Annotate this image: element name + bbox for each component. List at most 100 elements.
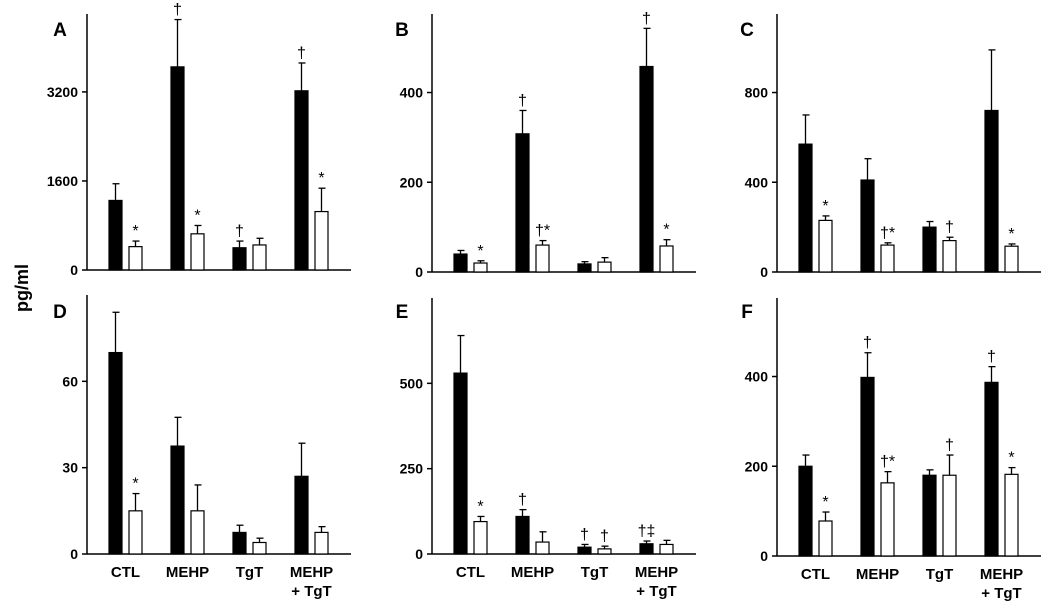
bar-filled-tgt	[922, 474, 937, 557]
bar-filled-tgt	[577, 546, 592, 555]
bar-filled-mehp	[515, 133, 530, 273]
bar-filled-mehp-tgt	[984, 381, 999, 557]
y-tick-label: 0	[415, 264, 423, 280]
x-category-label: + TgT	[981, 585, 1021, 602]
significance-marker: *	[1008, 226, 1014, 243]
x-category-label: TgT	[236, 564, 264, 581]
y-tick-label: 500	[400, 375, 424, 391]
significance-marker: †*	[535, 223, 550, 240]
bar-open-mehp	[190, 233, 205, 271]
significance-marker: *	[822, 494, 828, 511]
x-category-label: TgT	[581, 564, 609, 581]
y-tick-label: 0	[70, 262, 78, 278]
y-tick-label: 250	[400, 461, 424, 477]
bar-filled-mehp-tgt	[294, 90, 309, 271]
x-category-label: MEHP	[980, 566, 1023, 583]
x-category-label: + TgT	[291, 583, 331, 600]
significance-marker: †	[987, 349, 996, 366]
significance-marker: †*	[880, 454, 895, 471]
significance-marker: †	[173, 2, 182, 19]
bar-filled-tgt	[922, 226, 937, 273]
significance-marker: *	[663, 222, 669, 239]
panel-label-F: F	[741, 302, 753, 323]
significance-marker: *	[822, 198, 828, 215]
bar-filled-ctl	[108, 351, 123, 555]
significance-marker: †	[235, 223, 244, 240]
bar-filled-mehp	[860, 376, 875, 557]
significance-marker: *	[1008, 450, 1014, 467]
significance-marker: †	[945, 437, 954, 454]
bar-filled-mehp	[515, 515, 530, 555]
x-category-label: MEHP	[166, 564, 209, 581]
bar-open-ctl	[818, 219, 833, 273]
bar-open-mehp	[880, 244, 895, 273]
x-category-label: MEHP	[856, 566, 899, 583]
y-tick-label: 3200	[47, 84, 78, 100]
bar-open-tgt	[597, 261, 612, 273]
bar-open-mehp	[535, 541, 550, 555]
panel-label-C: C	[740, 20, 754, 41]
significance-marker: †	[518, 492, 527, 509]
y-tick-label: 0	[415, 546, 423, 562]
bar-open-mehp-tgt	[659, 245, 674, 273]
bar-open-ctl	[128, 246, 143, 271]
panel-label-A: A	[53, 20, 67, 41]
bar-open-ctl	[128, 510, 143, 555]
x-category-label: + TgT	[636, 583, 676, 600]
bar-filled-mehp-tgt	[984, 109, 999, 273]
bar-open-ctl	[473, 262, 488, 273]
bar-open-mehp	[535, 244, 550, 273]
bar-filled-ctl	[453, 253, 468, 273]
bar-open-mehp	[880, 482, 895, 557]
bar-filled-mehp-tgt	[294, 475, 309, 555]
significance-marker: †	[945, 219, 954, 236]
y-tick-label: 60	[62, 373, 78, 389]
significance-marker: *	[318, 170, 324, 187]
y-tick-label: 30	[62, 460, 78, 476]
panel-label-B: B	[395, 20, 409, 41]
x-category-label: MEHP	[511, 564, 554, 581]
y-tick-label: 400	[745, 369, 769, 385]
x-category-label: CTL	[456, 564, 485, 581]
bar-open-tgt	[942, 474, 957, 557]
bar-filled-tgt	[232, 531, 247, 555]
y-tick-label: 0	[70, 546, 78, 562]
bar-filled-tgt	[577, 263, 592, 273]
bar-open-tgt	[252, 541, 267, 555]
bar-open-ctl	[818, 520, 833, 557]
significance-marker: *	[132, 223, 138, 240]
significance-marker: *	[477, 498, 483, 515]
bar-open-ctl	[473, 520, 488, 555]
significance-marker: *	[132, 476, 138, 493]
bar-open-mehp-tgt	[314, 531, 329, 555]
significance-marker: †	[580, 526, 589, 543]
bar-filled-tgt	[232, 247, 247, 271]
significance-marker: †	[600, 528, 609, 545]
significance-marker: †*	[880, 225, 895, 242]
bar-filled-ctl	[798, 143, 813, 273]
bar-filled-mehp	[170, 445, 185, 555]
x-category-label: TgT	[926, 566, 954, 583]
significance-marker: †	[863, 335, 872, 352]
y-tick-label: 400	[745, 174, 769, 190]
panel-label-E: E	[396, 302, 409, 323]
bar-open-mehp-tgt	[1004, 245, 1019, 273]
y-tick-label: 1600	[47, 173, 78, 189]
significance-marker: †‡	[638, 523, 656, 540]
bar-filled-ctl	[453, 372, 468, 555]
x-category-label: CTL	[801, 566, 830, 583]
bar-open-tgt	[942, 239, 957, 273]
bar-open-tgt	[597, 548, 612, 555]
y-tick-label: 800	[745, 85, 769, 101]
significance-marker: †	[518, 92, 527, 109]
bar-filled-mehp-tgt	[639, 543, 654, 555]
bar-open-mehp-tgt	[1004, 473, 1019, 557]
significance-marker: *	[194, 207, 200, 224]
bar-filled-mehp-tgt	[639, 65, 654, 273]
significance-marker: *	[477, 243, 483, 260]
bar-open-mehp-tgt	[659, 543, 674, 555]
bar-filled-mehp	[170, 66, 185, 271]
bar-filled-mehp	[860, 179, 875, 273]
bar-open-mehp	[190, 510, 205, 555]
